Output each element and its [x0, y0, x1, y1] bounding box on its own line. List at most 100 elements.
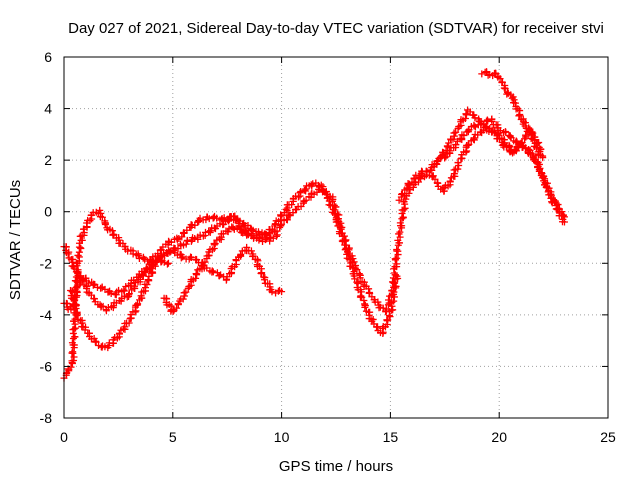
data-point — [268, 288, 276, 296]
data-point — [518, 139, 526, 147]
y-tick-label: 2 — [44, 152, 52, 168]
data-point — [396, 219, 404, 227]
x-tick-label: 5 — [169, 429, 177, 445]
data-point — [374, 298, 382, 306]
data-point — [431, 175, 439, 183]
x-tick-label: 10 — [274, 429, 290, 445]
data-point — [99, 302, 107, 310]
data-point — [163, 260, 171, 268]
data-point — [180, 289, 188, 297]
data-point — [471, 114, 479, 122]
data-point — [72, 300, 80, 308]
axis-ticks: 0 5 10 15 20 25 -8 -6 -4 -2 0 2 4 6 — [40, 49, 616, 445]
data-point — [526, 125, 534, 133]
data-point — [342, 244, 350, 252]
data-point — [389, 306, 397, 314]
x-tick-label: 0 — [60, 429, 68, 445]
data-point — [559, 211, 567, 219]
data-point — [130, 282, 138, 290]
data-point — [288, 201, 296, 209]
data-point — [505, 144, 513, 152]
data-point — [209, 268, 217, 276]
data-point — [502, 128, 510, 136]
data-point — [434, 157, 442, 165]
data-point — [533, 139, 541, 147]
data-point — [220, 214, 228, 222]
data-point — [390, 297, 398, 305]
data-point — [446, 178, 454, 186]
data-point — [173, 235, 181, 243]
data-point — [373, 323, 381, 331]
data-point — [261, 230, 269, 238]
data-point — [452, 141, 460, 149]
data-point — [222, 276, 230, 284]
data-point — [450, 129, 458, 137]
data-point — [86, 217, 94, 225]
data-point — [336, 224, 344, 232]
data-point — [237, 250, 245, 258]
data-point — [558, 208, 566, 216]
data-point — [339, 237, 347, 245]
y-tick-label: 0 — [44, 204, 52, 220]
data-point — [278, 288, 286, 296]
data-point — [78, 277, 86, 285]
data-point — [399, 213, 407, 221]
data-point — [68, 339, 76, 347]
data-point — [349, 264, 357, 272]
data-point — [98, 213, 106, 221]
data-point — [393, 272, 401, 280]
grid — [64, 57, 608, 418]
series-trace-f — [395, 124, 568, 221]
data-point — [195, 217, 203, 225]
data-point — [356, 274, 364, 282]
data-point — [470, 122, 478, 130]
y-tick-label: -6 — [40, 358, 53, 374]
data-point — [433, 179, 441, 187]
data-point — [390, 288, 398, 296]
data-point — [442, 147, 450, 155]
data-point — [526, 146, 534, 154]
data-point — [307, 181, 315, 189]
data-point — [134, 300, 142, 308]
data-point — [67, 363, 75, 371]
y-tick-label: 6 — [44, 49, 52, 65]
data-point — [107, 289, 115, 297]
data-point — [560, 213, 568, 221]
y-tick-label: -4 — [40, 307, 53, 323]
data-point — [398, 190, 406, 198]
x-tick-label: 20 — [491, 429, 507, 445]
data-point — [143, 281, 151, 289]
series-trace-a — [60, 115, 568, 316]
data-point — [70, 325, 78, 333]
data-point — [546, 190, 554, 198]
data-point — [452, 128, 460, 136]
data-point — [177, 254, 185, 262]
data-point — [262, 231, 270, 239]
data-point — [173, 304, 181, 312]
data-point — [361, 303, 369, 311]
data-point — [402, 195, 410, 203]
data-point — [454, 165, 462, 173]
data-point — [391, 279, 399, 287]
data-point — [166, 248, 174, 256]
data-point — [449, 135, 457, 143]
data-point — [478, 70, 486, 78]
data-point — [255, 235, 263, 243]
data-point — [182, 288, 190, 296]
data-point — [69, 348, 77, 356]
series-trace-b — [60, 243, 286, 315]
data-point — [454, 159, 462, 167]
data-point — [503, 90, 511, 98]
data-point — [96, 206, 104, 214]
y-axis-label: SDTVAR / TECUs — [7, 180, 24, 300]
data-point — [488, 118, 496, 126]
data-point — [73, 301, 81, 309]
x-tick-label: 25 — [600, 429, 616, 445]
data-point — [360, 296, 368, 304]
data-point — [71, 315, 79, 323]
data-point — [464, 141, 472, 149]
data-point — [120, 286, 128, 294]
data-point — [273, 231, 281, 239]
data-point — [191, 235, 199, 243]
